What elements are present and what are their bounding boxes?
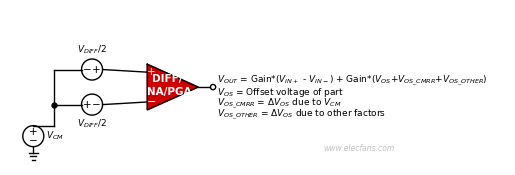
Circle shape bbox=[23, 126, 44, 147]
Text: $V_{OS\_OTHER}$ = $\Delta V_{OS}$ due to other factors: $V_{OS\_OTHER}$ = $\Delta V_{OS}$ due to… bbox=[217, 108, 387, 122]
Text: −: − bbox=[92, 100, 101, 110]
Text: DIFF/
INA/PGA: DIFF/ INA/PGA bbox=[143, 74, 192, 96]
Circle shape bbox=[81, 59, 102, 80]
Text: www.elecfans.com: www.elecfans.com bbox=[324, 144, 395, 153]
Text: +: + bbox=[92, 65, 101, 75]
Text: −: − bbox=[83, 65, 92, 75]
Text: −: − bbox=[29, 136, 38, 146]
Text: +: + bbox=[83, 100, 92, 110]
Text: $V_{OUT}$ = Gain*($V_{IN+}$ - $V_{IN-}$) + Gain*($V_{OS}$+$V_{OS\_CMRR}$+$V_{OS\: $V_{OUT}$ = Gain*($V_{IN+}$ - $V_{IN-}$)… bbox=[217, 74, 488, 88]
Text: +: + bbox=[147, 67, 156, 77]
Text: $V_{CM}$: $V_{CM}$ bbox=[46, 130, 64, 142]
Text: −: − bbox=[147, 97, 157, 107]
Text: $V_{OS\_CMRR}$ = $\Delta V_{OS}$ due to $V_{CM}$: $V_{OS\_CMRR}$ = $\Delta V_{OS}$ due to … bbox=[217, 96, 342, 111]
Circle shape bbox=[211, 84, 216, 90]
Text: +: + bbox=[29, 127, 38, 137]
Polygon shape bbox=[147, 64, 198, 110]
Text: $V_{DIFF}$/2: $V_{DIFF}$/2 bbox=[77, 44, 107, 56]
Text: $V_{OS}$ = Offset voltage of part: $V_{OS}$ = Offset voltage of part bbox=[217, 86, 345, 99]
Circle shape bbox=[81, 94, 102, 115]
Text: $V_{DIFF}$/2: $V_{DIFF}$/2 bbox=[77, 118, 107, 130]
